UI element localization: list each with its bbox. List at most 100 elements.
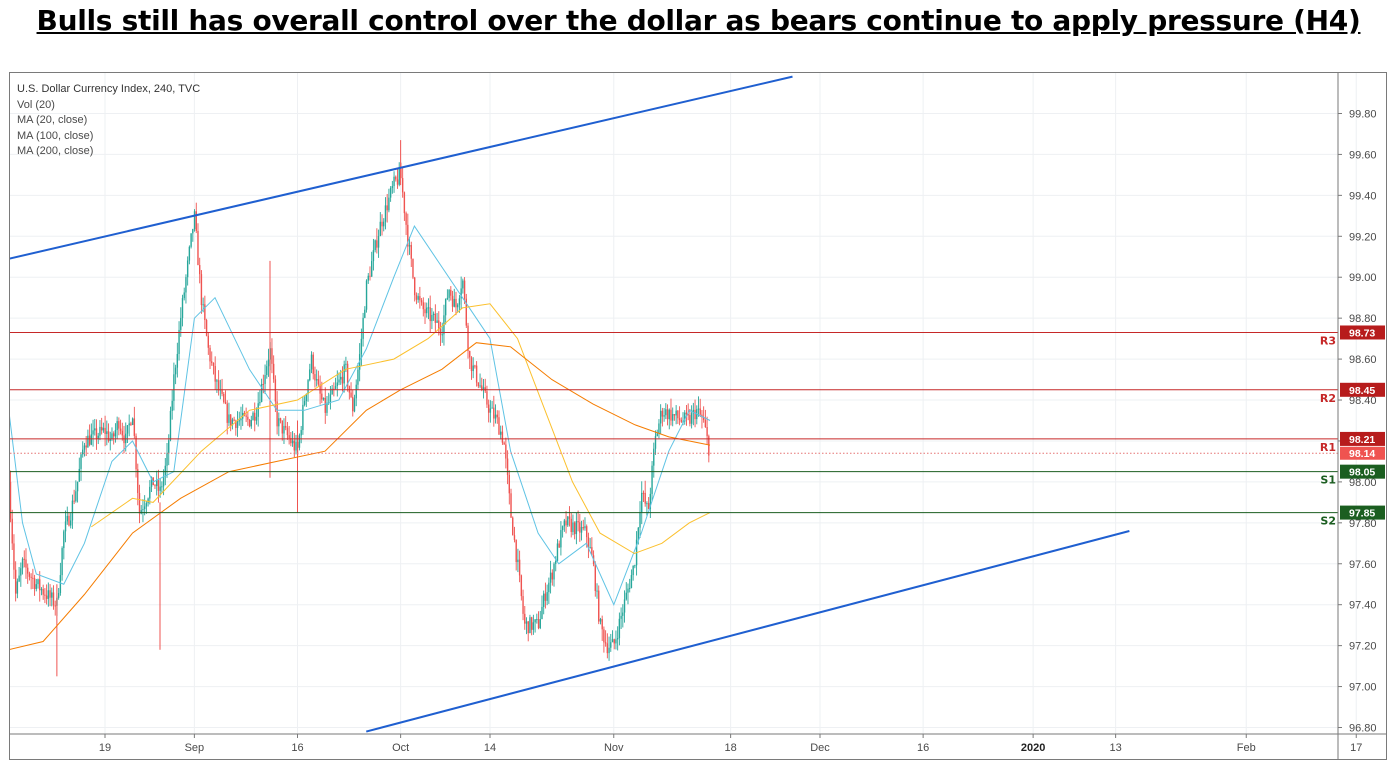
y-tick-label: 97.80	[1349, 518, 1377, 530]
y-tick-label: 99.00	[1349, 272, 1377, 284]
candle-body	[252, 412, 254, 421]
candle-body	[150, 477, 153, 487]
candle-body	[245, 415, 247, 417]
candle-body	[334, 386, 337, 389]
candle-body	[99, 426, 101, 436]
candle-body	[549, 572, 552, 583]
x-tick-label: 16	[917, 742, 929, 754]
legend-indicator[interactable]: MA (200, close)	[17, 145, 94, 157]
candle-body	[315, 379, 318, 381]
candle-body	[95, 428, 98, 440]
candle-body	[231, 419, 234, 426]
y-tick-label: 99.60	[1349, 149, 1377, 161]
candle-body	[285, 425, 287, 428]
candle-body	[149, 486, 151, 499]
candle-body	[324, 397, 326, 413]
candle-body	[677, 410, 679, 419]
candle-body	[312, 354, 314, 375]
candle-body	[510, 493, 512, 518]
candle-body	[438, 320, 440, 329]
candle-body	[446, 297, 449, 300]
candle-body	[561, 526, 564, 531]
candle-body	[192, 229, 194, 234]
candle-body	[407, 224, 409, 247]
candle-body	[525, 621, 528, 624]
candle-body	[87, 435, 89, 448]
candle-body	[582, 527, 584, 529]
candle-body	[530, 617, 533, 630]
candle-body	[658, 423, 660, 434]
candle-body	[185, 277, 187, 293]
candle-body	[35, 584, 37, 589]
candle-body	[138, 493, 141, 514]
candle-body	[178, 329, 180, 354]
candle-body	[654, 436, 657, 449]
candle-body	[257, 403, 259, 417]
candle-body	[288, 435, 290, 439]
candle-body	[190, 233, 192, 247]
candle-body	[16, 581, 19, 594]
candle-body	[646, 503, 648, 505]
candle-body	[555, 560, 557, 564]
y-tick-label: 98.00	[1349, 477, 1377, 489]
x-tick-label: 2020	[1021, 742, 1045, 754]
candle-body	[672, 414, 674, 421]
candle-body	[694, 409, 696, 420]
candle-body	[408, 245, 411, 247]
candle-body	[260, 383, 263, 402]
candle-body	[515, 539, 517, 563]
candle-body	[181, 298, 184, 318]
candle-body	[321, 393, 323, 400]
candle-body	[307, 380, 309, 394]
candle-body	[28, 573, 31, 577]
candle-body	[620, 615, 622, 619]
candle-body	[470, 357, 473, 372]
candle-body	[524, 613, 526, 624]
legend-indicator[interactable]: Vol (20)	[17, 98, 55, 111]
candle-body	[699, 408, 701, 415]
lower-trendline[interactable]	[365, 530, 1130, 733]
candle-body	[527, 621, 529, 634]
candle-body	[293, 440, 295, 451]
candle-body	[463, 280, 466, 299]
candle-body	[501, 431, 504, 443]
candle-body	[493, 407, 495, 419]
candle-body	[42, 589, 44, 595]
candle-body	[57, 593, 60, 598]
candle-body	[240, 418, 242, 421]
candle-body	[345, 363, 347, 365]
candle-body	[66, 515, 68, 522]
candle-body	[573, 522, 576, 535]
legend-indicator[interactable]: MA (100, close)	[17, 129, 94, 142]
candle-body	[47, 590, 50, 599]
candle-body	[162, 476, 165, 487]
level-label: R1	[1320, 441, 1336, 454]
candle-body	[78, 468, 80, 482]
candle-body	[475, 365, 478, 383]
y-tick-label: 97.40	[1349, 600, 1377, 612]
y-tick-label: 96.80	[1349, 723, 1377, 735]
legend-indicator[interactable]: MA (20, close)	[17, 114, 88, 126]
chart-legend: U.S. Dollar Currency Index, 240, TVC Vol…	[17, 82, 200, 160]
x-tick-label: Feb	[1237, 742, 1256, 754]
candle-body	[663, 415, 665, 417]
moving-average-line	[10, 342, 711, 650]
candle-body	[498, 417, 500, 435]
candle-body	[599, 619, 602, 622]
candle-body	[570, 518, 572, 532]
candle-body	[647, 503, 650, 509]
price-badge-label: 98.14	[1349, 448, 1375, 460]
candle-body	[685, 412, 688, 415]
candle-body	[11, 518, 13, 544]
chart-frame	[9, 72, 1387, 760]
candle-body	[639, 512, 641, 528]
candle-body	[398, 168, 400, 185]
candle-body	[217, 380, 220, 391]
candle-body	[255, 416, 258, 421]
candle-body	[44, 594, 46, 596]
candle-body	[135, 435, 137, 470]
candle-body	[250, 420, 252, 427]
candle-body	[276, 401, 278, 427]
upper-trendline[interactable]	[9, 75, 793, 260]
